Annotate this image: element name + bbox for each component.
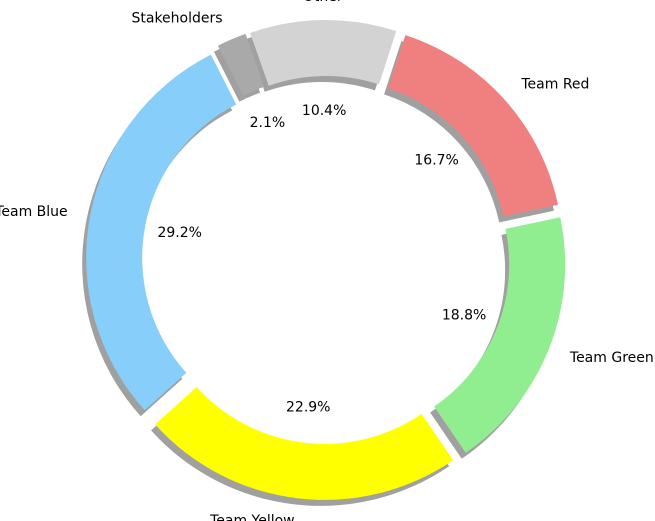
slice-label-team-red: Team Red — [520, 76, 589, 92]
slice-team-red — [388, 35, 558, 217]
slice-other — [250, 20, 397, 86]
slice-label-team-green: Team Green — [569, 350, 654, 366]
slice-pct-team-yellow: 22.9% — [286, 400, 330, 416]
slice-label-other: Other — [303, 0, 343, 5]
slice-pct-stakeholders: 2.1% — [250, 115, 286, 131]
slice-stakeholders — [217, 33, 265, 96]
slice-pct-other: 10.4% — [302, 103, 346, 119]
slice-label-team-blue: Team Blue — [0, 204, 68, 220]
slice-pct-team-blue: 29.2% — [157, 225, 201, 241]
slice-label-stakeholders: Stakeholders — [131, 10, 222, 26]
slices — [86, 20, 566, 500]
slice-team-yellow — [155, 386, 454, 500]
slice-label-team-yellow: Team Yellow — [209, 513, 295, 521]
slice-team-blue — [86, 54, 237, 411]
slice-team-green — [434, 217, 566, 453]
slice-pct-team-red: 16.7% — [414, 152, 458, 168]
slice-pct-team-green: 18.8% — [442, 307, 486, 323]
